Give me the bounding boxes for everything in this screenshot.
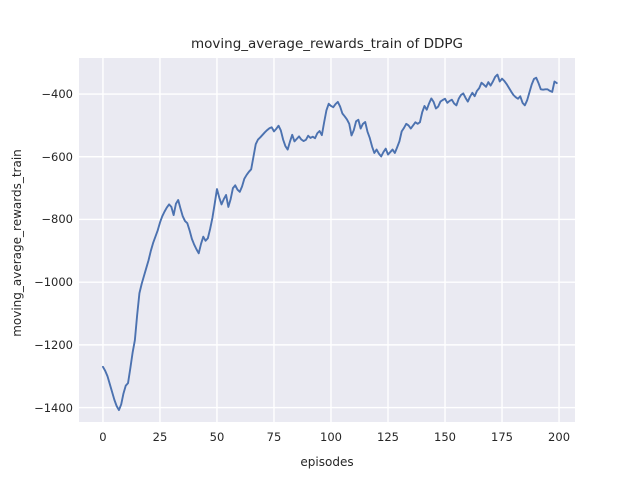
y-tick-label: −1400 xyxy=(34,400,73,415)
y-tick-label: −1000 xyxy=(34,275,73,290)
x-tick-label: 0 xyxy=(99,430,107,444)
x-tick-label: 25 xyxy=(152,430,168,444)
x-axis-label: episodes xyxy=(300,455,354,469)
plot-area xyxy=(79,58,575,422)
x-tick-label: 150 xyxy=(434,430,456,444)
x-tick-label: 100 xyxy=(320,430,342,444)
y-tick-label: −1200 xyxy=(34,337,73,352)
y-tick-label: −800 xyxy=(41,212,73,227)
x-tick-label: 200 xyxy=(548,430,571,444)
x-tick-label: 125 xyxy=(377,430,399,444)
y-tick-label: −400 xyxy=(41,87,73,102)
x-tick-label: 175 xyxy=(491,430,513,444)
chart-title: moving_average_rewards_train of DDPG xyxy=(191,36,463,52)
data-line xyxy=(101,73,558,412)
y-tick-label: −600 xyxy=(41,149,73,164)
plot-svg xyxy=(79,58,575,422)
x-tick-label: 75 xyxy=(266,430,282,444)
x-tick-label: 50 xyxy=(209,430,225,444)
y-axis-label: moving_average_rewards_train xyxy=(10,149,24,337)
